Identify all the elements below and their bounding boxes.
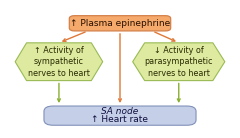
Text: ↑ Heart rate: ↑ Heart rate <box>91 115 149 124</box>
Text: ↑ Activity of
sympathetic
nerves to heart: ↑ Activity of sympathetic nerves to hear… <box>28 46 90 78</box>
Text: SA node: SA node <box>101 107 139 116</box>
FancyBboxPatch shape <box>44 106 196 125</box>
Polygon shape <box>15 43 103 81</box>
Polygon shape <box>133 43 225 81</box>
FancyBboxPatch shape <box>69 16 171 31</box>
Text: ↑ Plasma epinephrine: ↑ Plasma epinephrine <box>70 19 170 28</box>
Text: ↓ Activity of
parasympathetic
nerves to heart: ↓ Activity of parasympathetic nerves to … <box>144 46 213 78</box>
